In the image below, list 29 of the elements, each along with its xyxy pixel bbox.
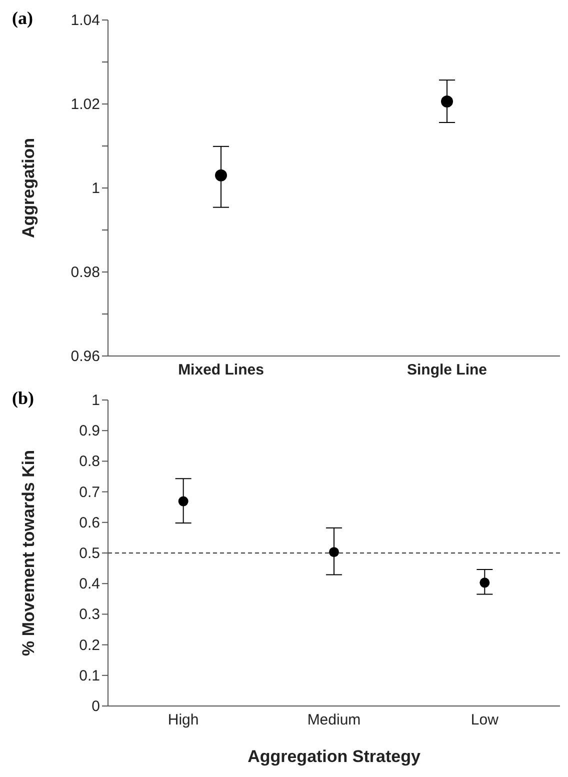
y-tick-label: 1: [92, 392, 100, 409]
y-tick-label: 0.2: [79, 636, 100, 654]
y-tick-label: 0.1: [79, 667, 100, 684]
y-tick-label: 0.8: [79, 453, 100, 470]
y-tick-label: 1: [92, 180, 100, 197]
x-axis-title: Aggregation Strategy: [248, 747, 421, 766]
point: [480, 578, 490, 588]
y-tick-label: 0.6: [79, 514, 100, 532]
y-tick-label: 1.02: [70, 96, 100, 113]
y-axis-title: % Movement towards Kin: [19, 450, 38, 656]
x-tick-label: Low: [470, 712, 499, 729]
y-axis-title: Aggregation: [19, 138, 38, 238]
y-tick-label: 0.3: [79, 606, 100, 624]
x-tick-label: Mixed Lines: [178, 362, 264, 379]
point: [329, 547, 339, 558]
y-tick-label: 0.96: [70, 348, 100, 365]
chart-title: (b): [12, 388, 34, 409]
x-tick-label: High: [168, 712, 199, 729]
point: [178, 496, 188, 506]
y-tick-label: 0.7: [79, 484, 100, 501]
y-tick-label: 1.04: [70, 12, 100, 29]
chart-title: (a): [12, 8, 33, 29]
y-tick-label: 0.9: [79, 422, 100, 440]
y-tick-label: 0.98: [70, 264, 100, 281]
y-tick-label: 0: [92, 698, 100, 715]
x-tick-label: Medium: [307, 712, 361, 729]
y-tick-label: 0.5: [79, 545, 100, 562]
y-tick-label: 0.4: [79, 576, 100, 593]
x-tick-label: Single Line: [406, 362, 488, 379]
